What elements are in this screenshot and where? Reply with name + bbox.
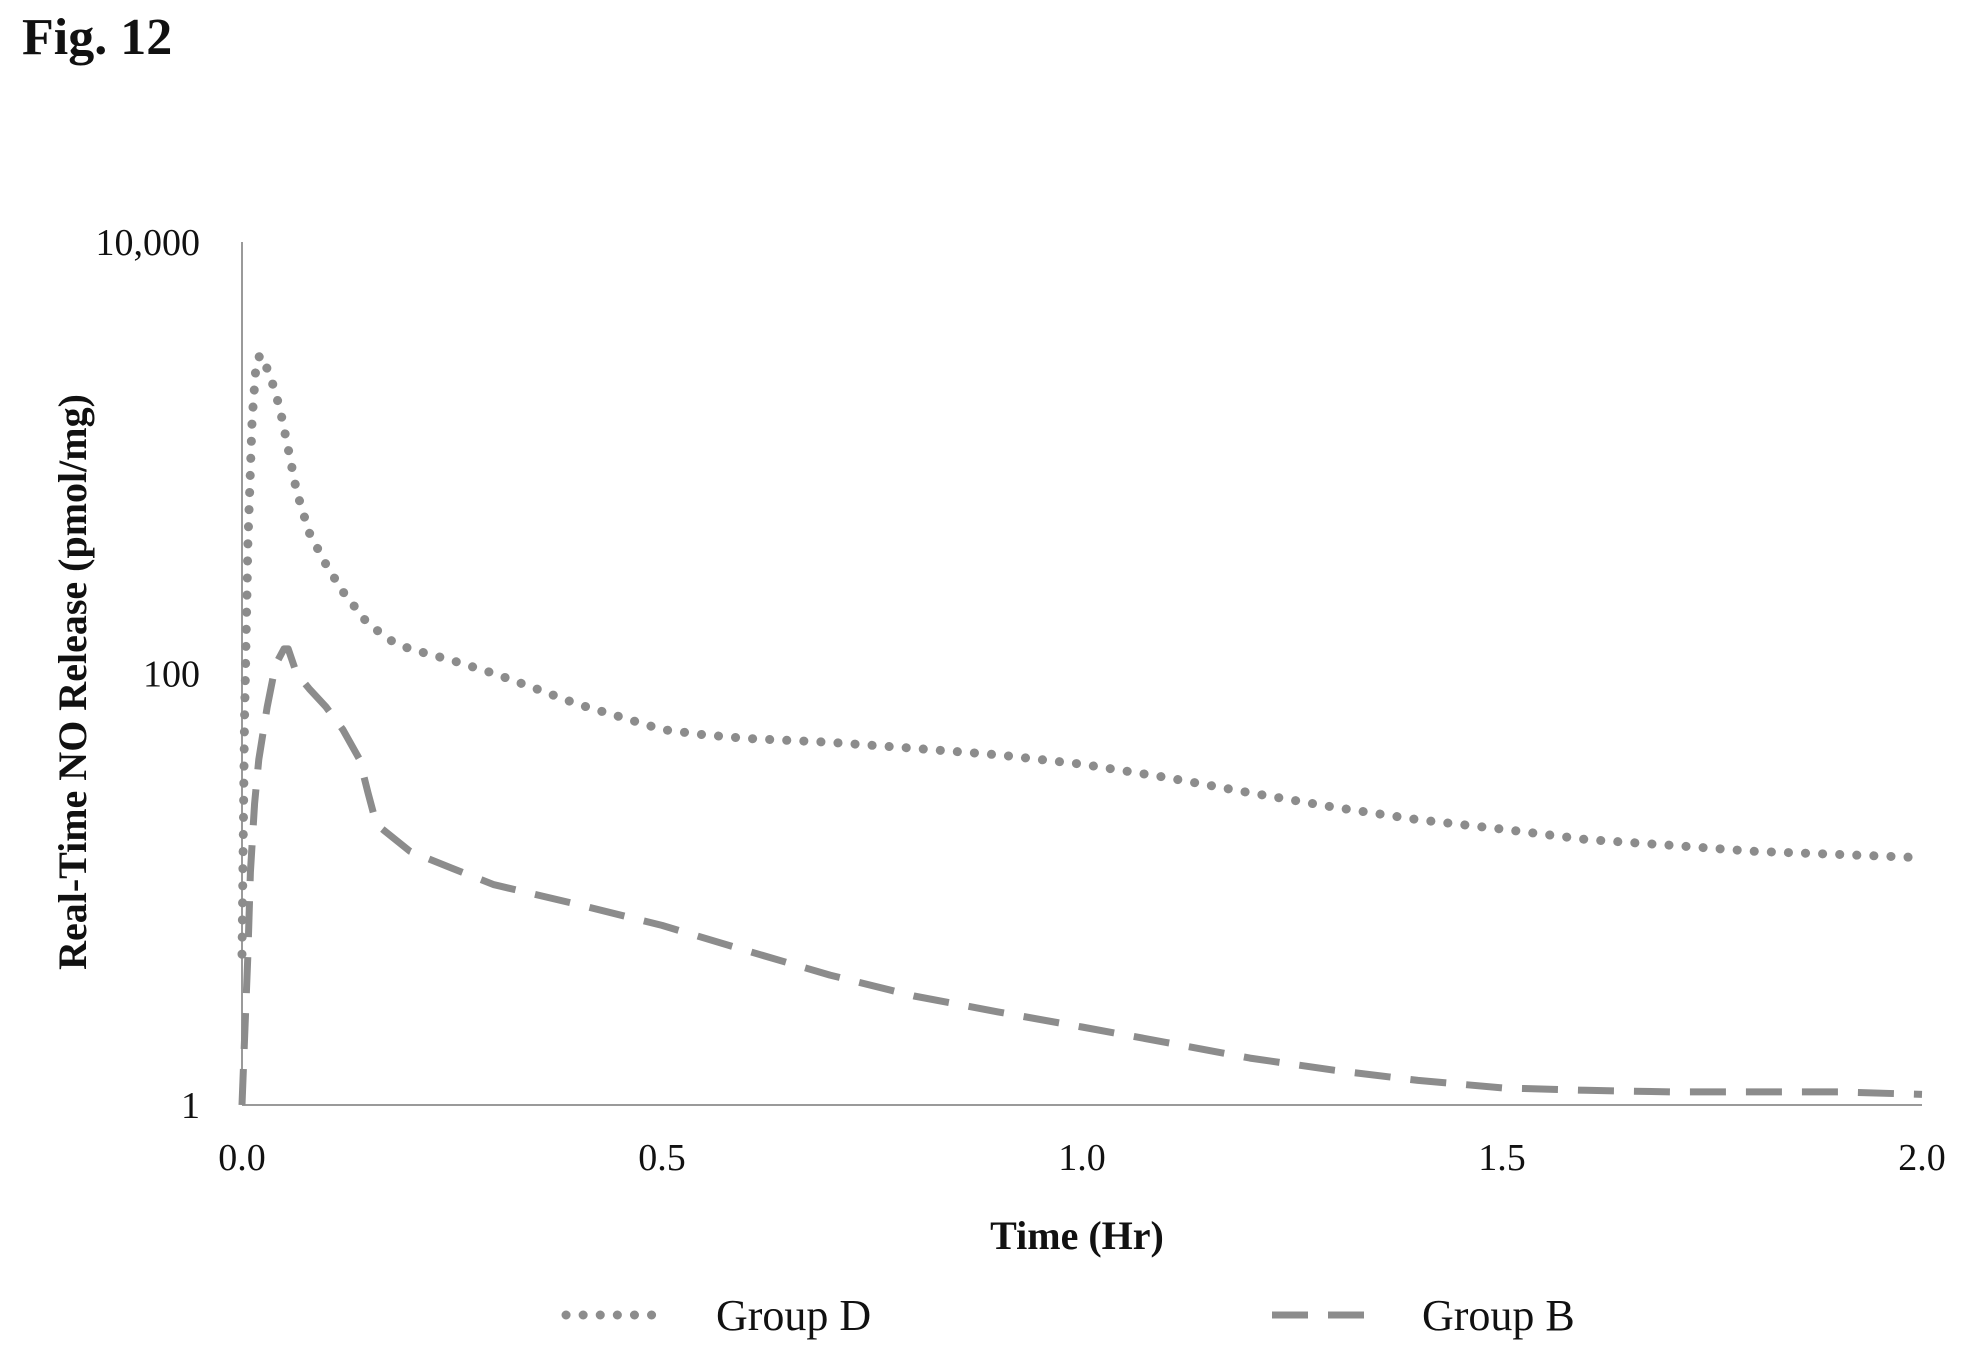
x-tick-label: 1.0 <box>1058 1137 1106 1179</box>
legend-label-group-d: Group D <box>716 1291 871 1340</box>
x-tick-label: 1.5 <box>1478 1137 1526 1179</box>
y-axis-title: Real-Time NO Release (pmol/mg) <box>50 394 95 970</box>
chart-axes: 0.0 0.5 1.0 1.5 2.0 1 100 10,000 <box>96 222 1946 1179</box>
y-tick-label: 10,000 <box>96 222 201 264</box>
series-line-group-b <box>238 645 1923 1106</box>
x-tick-label: 2.0 <box>1898 1137 1946 1179</box>
y-tick-label: 1 <box>181 1085 200 1127</box>
y-tick-label: 100 <box>143 654 200 696</box>
x-tick-label: 0.5 <box>638 1137 686 1179</box>
chart-plot-area <box>237 350 1927 1106</box>
legend-label-group-b: Group B <box>1422 1291 1575 1340</box>
x-axis-title: Time (Hr) <box>990 1213 1164 1258</box>
figure-label: Fig. 12 <box>22 9 173 66</box>
chart-legend: Group D Group B <box>561 1291 1575 1340</box>
series-line-group-d <box>237 350 1927 959</box>
x-tick-label: 0.0 <box>218 1137 266 1179</box>
